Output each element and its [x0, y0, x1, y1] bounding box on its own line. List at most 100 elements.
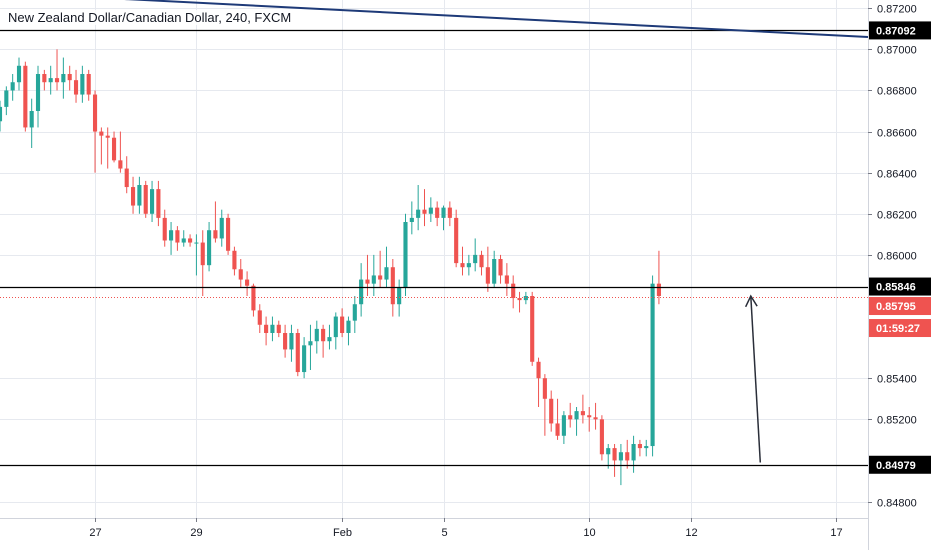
- candle-body: [29, 111, 34, 128]
- candle-body: [390, 267, 395, 305]
- candle-body: [504, 275, 509, 284]
- candles: [0, 49, 661, 486]
- candle-body: [270, 324, 275, 333]
- candle-body: [530, 296, 535, 362]
- candle-body: [359, 279, 364, 305]
- candle-bear: [593, 402, 598, 430]
- candle-bull: [302, 337, 307, 379]
- candle-body: [35, 74, 41, 111]
- candle-bear: [213, 201, 218, 243]
- time-tick-label: 12: [685, 527, 697, 539]
- candle-body: [485, 267, 490, 284]
- countdown-tag: 01:59:27: [869, 319, 931, 338]
- candle-body: [517, 298, 522, 301]
- candle-bull: [352, 296, 357, 333]
- candle-bear: [232, 246, 237, 276]
- candle-bull: [35, 65, 41, 128]
- candle-body: [650, 283, 655, 447]
- candle-body: [403, 222, 408, 288]
- level-price-tag-bg: [869, 455, 931, 474]
- candle-body: [175, 230, 180, 243]
- candle-body: [219, 217, 224, 239]
- candle-bear: [73, 69, 79, 103]
- price-tick-label: 0.87000: [877, 45, 917, 57]
- candle-bull: [219, 209, 224, 247]
- time-tick-label: 10: [583, 527, 595, 539]
- candle-bull: [333, 312, 338, 350]
- candle-bear: [188, 234, 193, 247]
- candle-body: [169, 230, 174, 241]
- candle-body: [251, 285, 256, 311]
- candle-bull: [48, 65, 53, 95]
- candle-bull: [644, 439, 649, 457]
- candle-bear: [257, 304, 262, 333]
- candle-body: [289, 333, 294, 350]
- candle-bull: [473, 238, 478, 272]
- candle-body: [0, 106, 3, 122]
- candle-bear: [86, 69, 91, 101]
- candle-body: [302, 345, 307, 373]
- candle-bull: [561, 411, 566, 444]
- price-tick-label: 0.87200: [877, 4, 917, 16]
- candle-body: [384, 267, 389, 280]
- candle-bear: [264, 316, 269, 346]
- candle-bull: [181, 230, 186, 247]
- candle-bear: [625, 439, 630, 469]
- price-tick-label: 0.85200: [877, 415, 917, 427]
- candle-body: [435, 207, 440, 218]
- candle-body: [188, 238, 193, 243]
- candle-body: [213, 230, 218, 239]
- candle-body: [80, 74, 85, 95]
- candle-bear: [637, 439, 642, 457]
- candle-body: [618, 452, 623, 461]
- candle-body: [130, 187, 136, 206]
- candle-bear: [92, 90, 98, 173]
- candle-body: [378, 275, 383, 280]
- candle-bear: [454, 209, 459, 268]
- candle-body: [16, 65, 22, 83]
- level-price-tag-bg: [869, 21, 931, 40]
- candle-body: [580, 411, 585, 416]
- candle-bull: [0, 100, 3, 132]
- candle-bear: [321, 324, 326, 358]
- candle-body: [200, 242, 205, 266]
- time-axis[interactable]: 27 29 Feb 5 10 12 17: [0, 518, 868, 539]
- candle-body: [23, 65, 28, 128]
- candle-bull: [346, 316, 351, 346]
- candle-bull: [441, 205, 446, 231]
- time-tick-label: 29: [190, 527, 202, 539]
- candle-bear: [238, 259, 243, 288]
- candle-body: [238, 269, 243, 280]
- candle-bear: [23, 61, 28, 132]
- candle-bear: [42, 69, 47, 91]
- candle-body: [599, 419, 604, 455]
- candle-bull: [61, 57, 66, 99]
- candle-body: [561, 415, 566, 436]
- candle-body: [340, 316, 345, 333]
- candle-body: [466, 263, 471, 268]
- candle-body: [42, 74, 47, 83]
- candle-body: [447, 207, 452, 218]
- current-price-tag: 0.85795: [869, 297, 931, 316]
- candle-bear: [612, 444, 617, 477]
- candle-bear: [435, 201, 440, 227]
- candle-bear: [226, 213, 231, 255]
- candle-bear: [511, 275, 516, 309]
- candle-bear: [67, 65, 72, 91]
- candle-bull: [207, 222, 212, 272]
- candle-bull: [16, 57, 22, 91]
- grid-lines: [0, 0, 868, 518]
- candle-bull: [29, 98, 34, 148]
- candle-body: [498, 259, 503, 276]
- candle-bull: [194, 234, 199, 276]
- candle-body: [637, 444, 642, 449]
- candle-body: [644, 446, 649, 449]
- candle-bull: [308, 324, 313, 370]
- candle-body: [86, 74, 91, 95]
- candle-body: [181, 238, 186, 243]
- arrow-head: [744, 294, 758, 308]
- candle-body: [149, 189, 155, 214]
- candle-body: [61, 74, 66, 83]
- candle-body: [625, 452, 630, 461]
